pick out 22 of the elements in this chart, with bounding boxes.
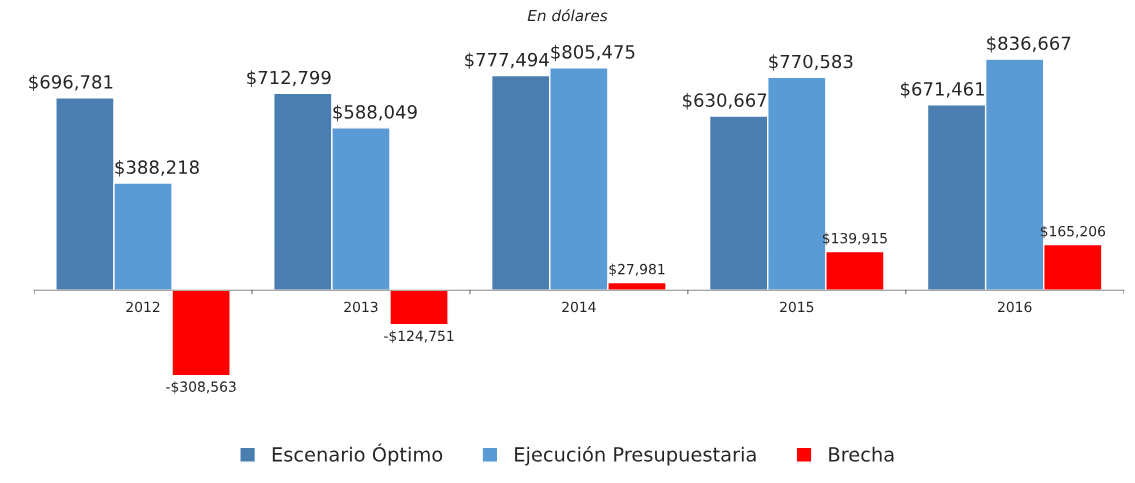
legend-label: Brecha: [829, 446, 894, 462]
data-label: $27,981: [609, 263, 665, 277]
x-tick-label: 2016: [998, 301, 1032, 313]
data-label: $388,218: [115, 160, 199, 177]
legend-label: Escenario Óptimo: [272, 443, 443, 466]
data-label: $588,049: [333, 104, 417, 122]
data-label: $630,667: [683, 93, 767, 110]
data-label: $696,781: [29, 74, 113, 92]
data-label: $836,667: [987, 36, 1071, 53]
data-label: $777,494: [465, 52, 549, 69]
data-label: -$124,751: [384, 330, 454, 343]
data-label: $671,461: [900, 81, 984, 99]
data-label: $770,583: [769, 54, 853, 71]
legend-label: Ejecución Presupuestaria: [515, 445, 756, 466]
x-tick-label: 2014: [562, 301, 596, 313]
x-tick-label: 2012: [126, 301, 160, 313]
x-tick-label: 2015: [780, 301, 814, 313]
data-label: $712,799: [247, 70, 331, 87]
x-tick-label: 2013: [344, 301, 378, 313]
data-label: -$308,563: [166, 381, 236, 394]
chart-subtitle: En dólares: [527, 8, 608, 22]
data-label: $805,475: [551, 44, 635, 62]
